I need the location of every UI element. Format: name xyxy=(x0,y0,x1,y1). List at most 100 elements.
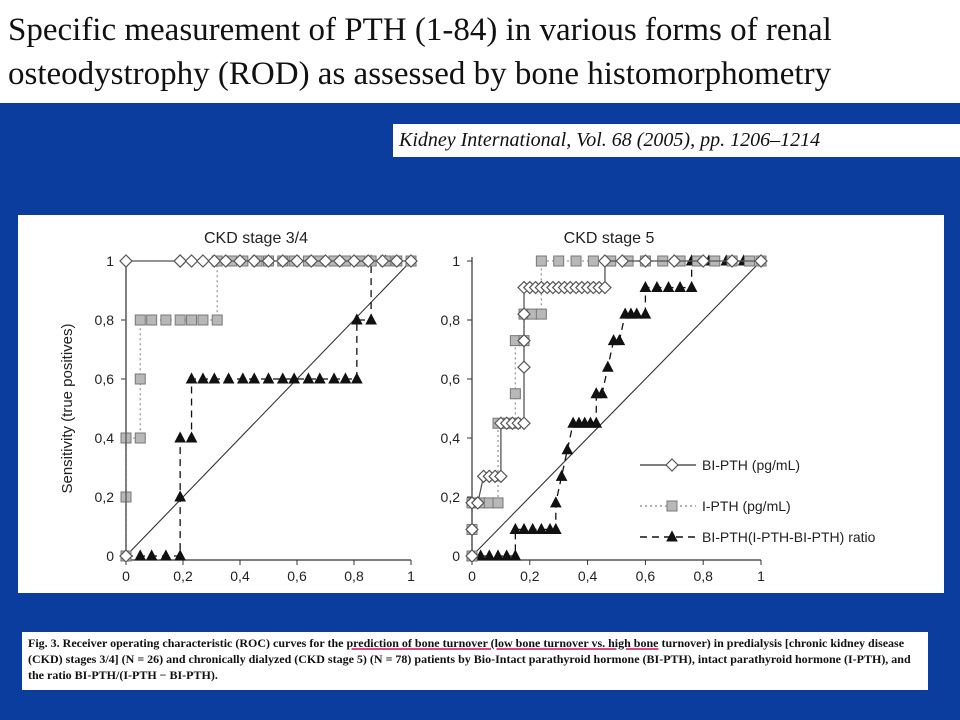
data-point-triangle xyxy=(328,372,340,384)
legend-marker-square xyxy=(666,500,678,512)
data-point-diamond xyxy=(517,333,531,348)
data-point-diamond xyxy=(173,254,187,268)
x-tick-label: 0,2 xyxy=(520,568,540,584)
data-point-diamond xyxy=(470,496,485,510)
data-point-triangle xyxy=(685,280,698,293)
data-point-triangle xyxy=(518,522,530,534)
y-tick-label: 0,8 xyxy=(95,312,115,328)
data-point-diamond xyxy=(598,280,612,295)
series-triangle xyxy=(120,254,417,561)
series-line xyxy=(126,260,411,557)
caption-part1: Fig. 3. Receiver operating characteristi… xyxy=(28,636,347,650)
data-point-diamond xyxy=(207,254,222,268)
data-point-square xyxy=(535,308,547,320)
data-point-diamond xyxy=(615,254,630,268)
data-point-diamond xyxy=(304,254,319,268)
y-tick-label: 0,2 xyxy=(441,489,461,505)
data-point-triangle xyxy=(590,416,603,428)
data-point-triangle xyxy=(639,307,652,319)
reference-line xyxy=(125,260,412,557)
data-point-triangle xyxy=(674,280,686,293)
chart-title: CKD stage 3/4 xyxy=(204,230,308,247)
data-point-triangle xyxy=(288,372,300,384)
legend: BI-PTH (pg/mL) I-PTH (pg/mL) BI-PTH(I-PTH-… xyxy=(640,457,876,545)
y-tick-label: 0 xyxy=(452,548,460,564)
data-point-diamond xyxy=(119,549,133,563)
slide-title: Specific measurement of PTH (1-84) in va… xyxy=(8,8,956,96)
data-point-diamond xyxy=(725,254,739,268)
data-point-diamond xyxy=(389,254,404,268)
x-tick-label: 0,6 xyxy=(636,568,656,584)
data-point-square xyxy=(134,314,146,326)
x-tick-label: 0,2 xyxy=(173,568,193,584)
data-point-square xyxy=(535,255,547,267)
data-point-triangle xyxy=(145,549,158,561)
data-point-diamond xyxy=(290,254,304,268)
y-tick-label: 0,8 xyxy=(441,312,461,328)
data-point-square xyxy=(146,314,158,326)
data-point-triangle xyxy=(174,490,186,502)
y-tick-label: 0,4 xyxy=(441,430,461,446)
x-tick-label: 0,4 xyxy=(578,568,598,584)
data-point-diamond xyxy=(667,254,682,268)
legend-label: BI-PTH(I-PTH-BI-PTH) ratio xyxy=(702,529,876,545)
series-diamond xyxy=(119,254,418,563)
data-point-triangle xyxy=(174,549,186,561)
data-point-square xyxy=(134,373,146,385)
data-point-square xyxy=(492,497,504,509)
data-point-triangle xyxy=(222,372,235,384)
data-point-triangle xyxy=(596,387,608,399)
data-point-triangle xyxy=(174,431,186,443)
series-diamond xyxy=(465,254,768,563)
data-point-triangle xyxy=(549,522,562,534)
data-point-triangle xyxy=(134,549,147,561)
x-tick-label: 1 xyxy=(407,568,415,584)
data-point-triangle xyxy=(639,280,652,293)
legend-label: I-PTH (pg/mL) xyxy=(702,498,791,514)
data-point-triangle xyxy=(237,372,249,384)
data-point-square xyxy=(211,314,223,326)
reference-line xyxy=(471,260,762,557)
data-point-triangle xyxy=(509,522,522,534)
data-point-triangle xyxy=(526,522,539,534)
data-point-diamond xyxy=(119,254,133,268)
data-point-triangle xyxy=(302,372,315,384)
slide-title-line2: osteodystrophy (ROD) as assessed by bone… xyxy=(8,56,832,92)
data-point-triangle xyxy=(185,431,198,443)
data-point-triangle xyxy=(630,307,643,319)
data-point-square xyxy=(509,388,521,400)
data-point-square xyxy=(160,314,172,326)
data-point-diamond xyxy=(517,307,531,321)
data-point-triangle xyxy=(549,496,562,508)
y-tick-label: 0,6 xyxy=(441,371,461,387)
data-point-diamond xyxy=(465,522,479,537)
data-point-diamond xyxy=(318,254,333,268)
data-point-diamond xyxy=(361,254,376,268)
journal-citation: Kidney International, Vol. 68 (2005), pp… xyxy=(393,124,960,157)
data-point-diamond xyxy=(332,254,347,268)
slide-title-line1: Specific measurement of PTH (1-84) in va… xyxy=(8,12,832,48)
data-point-triangle xyxy=(248,372,261,384)
data-point-diamond xyxy=(517,360,531,375)
data-point-triangle xyxy=(561,443,574,455)
data-point-triangle xyxy=(474,549,487,561)
data-point-diamond xyxy=(247,254,262,268)
data-point-triangle xyxy=(160,549,172,561)
data-point-triangle xyxy=(613,334,626,346)
data-point-diamond xyxy=(517,416,531,431)
data-point-diamond xyxy=(494,469,508,484)
legend-label: BI-PTH (pg/mL) xyxy=(702,457,800,473)
legend-marker-triangle xyxy=(666,530,678,542)
y-tick-label: 0,4 xyxy=(95,430,115,446)
figure-panel: CKD stage 3/4 0 0,2 0,4 0,6 0,8 1 0 0,2 0,4 0,6 0,8… xyxy=(18,215,944,593)
x-tick-label: 0 xyxy=(468,568,476,584)
data-point-square xyxy=(174,314,186,326)
roc-figure: CKD stage 3/4 0 0,2 0,4 0,6 0,8 1 0 0,2 0,4 0,6 0,8… xyxy=(59,230,876,584)
data-point-diamond xyxy=(598,254,612,268)
legend-marker-diamond xyxy=(665,458,679,472)
data-point-square xyxy=(197,314,209,326)
data-point-triangle xyxy=(185,372,198,384)
data-point-triangle xyxy=(492,549,504,561)
data-point-square xyxy=(553,255,565,267)
data-point-diamond xyxy=(696,254,711,268)
